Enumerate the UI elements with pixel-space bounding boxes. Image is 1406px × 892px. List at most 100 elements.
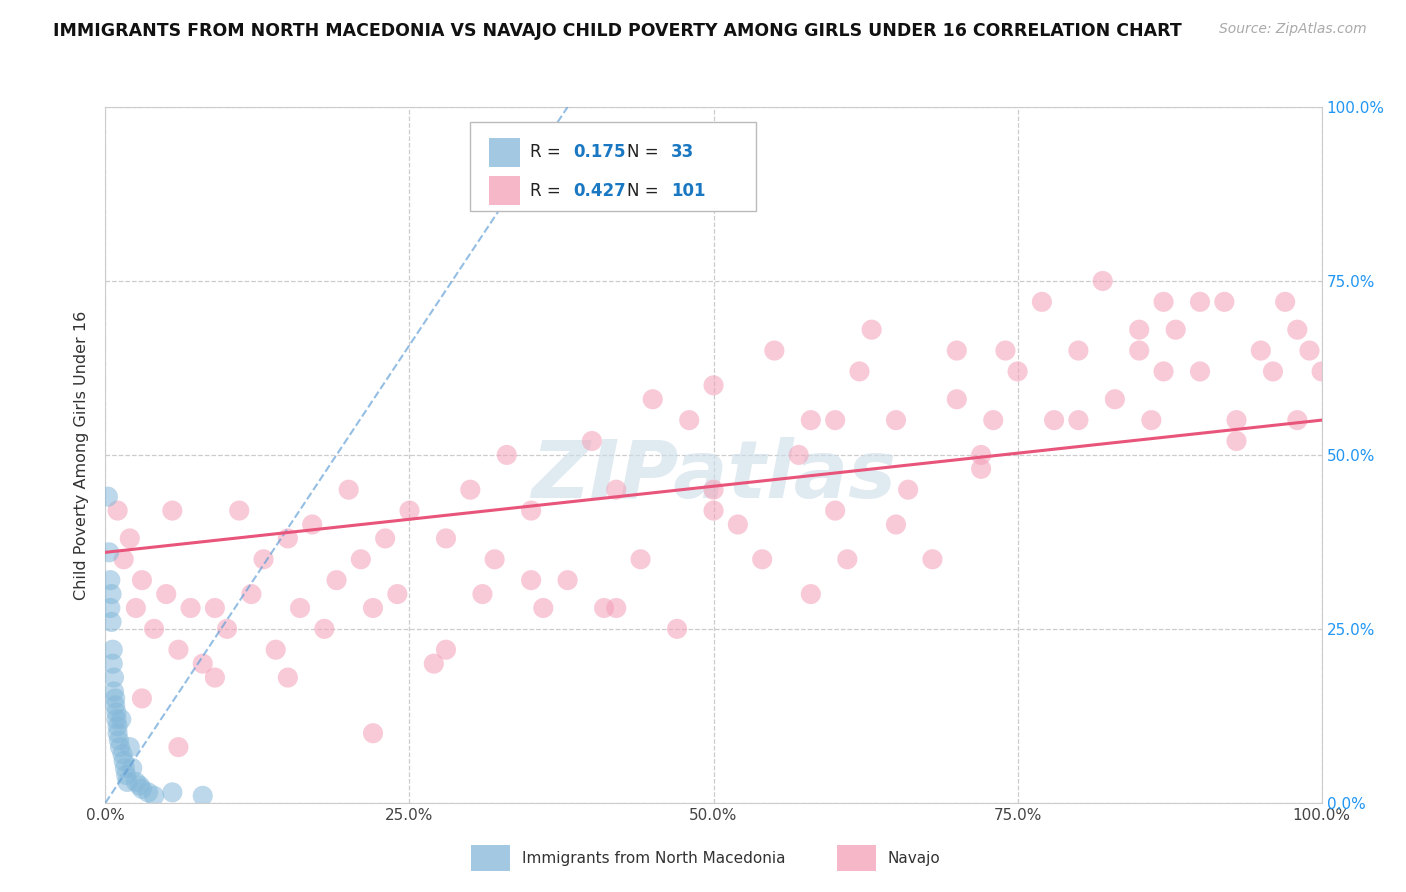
Point [252,552,274,566]
Point [155,587,177,601]
Point [434,642,457,657]
Point [108,740,131,755]
Point [824,503,846,517]
Point [837,552,859,566]
Point [1153,294,1175,309]
Point [884,413,907,427]
Point [118,532,141,546]
Point [191,789,214,803]
FancyBboxPatch shape [470,122,756,211]
Point [702,378,725,392]
Point [471,587,494,601]
Point [100,587,122,601]
Point [101,657,124,671]
Text: 101: 101 [671,182,706,200]
Point [191,657,214,671]
Point [1104,392,1126,407]
Point [118,740,141,755]
Point [107,726,129,740]
Point [593,601,616,615]
Point [581,434,603,448]
Text: R =: R = [530,182,565,200]
Point [495,448,517,462]
Point [288,601,311,615]
Point [1286,413,1309,427]
Text: Navajo: Navajo [887,851,941,865]
Point [1031,294,1053,309]
Point [423,657,446,671]
Point [1128,323,1150,337]
Point [180,601,202,615]
Point [100,615,122,629]
Point [398,503,420,517]
Point [204,601,226,615]
Point [630,552,652,566]
Point [605,483,627,497]
Point [1261,364,1284,378]
Point [125,601,148,615]
Point [143,789,166,803]
Bar [488,176,520,205]
Point [458,483,481,497]
Point [98,573,121,587]
Text: 0.427: 0.427 [574,182,627,200]
Point [981,413,1004,427]
Point [325,573,347,587]
Point [361,601,384,615]
Point [131,781,153,796]
Point [301,517,323,532]
Point [228,503,250,517]
Point [136,785,159,799]
Point [1225,434,1247,448]
Point [103,684,125,698]
Bar [488,137,520,167]
Point [167,740,190,755]
Point [114,761,136,775]
Point [1007,364,1029,378]
Point [1310,364,1333,378]
Point [111,747,134,761]
Point [98,545,121,559]
Point [104,691,127,706]
Point [1213,294,1236,309]
Point [350,552,373,566]
Point [204,671,226,685]
Point [110,712,132,726]
Point [1164,323,1187,337]
Point [125,775,148,789]
Point [162,785,184,799]
Point [727,517,749,532]
Point [361,726,384,740]
Point [970,448,993,462]
Point [787,448,810,462]
Point [1250,343,1272,358]
Point [945,392,967,407]
Point [103,671,125,685]
Point [1189,364,1212,378]
Point [108,733,131,747]
Point [702,483,725,497]
Point [484,552,506,566]
Point [374,532,396,546]
Point [1153,364,1175,378]
Point [314,622,336,636]
Point [824,413,846,427]
Point [531,601,554,615]
Point [337,483,360,497]
Point [107,503,129,517]
Point [1225,413,1247,427]
Text: 33: 33 [671,144,695,161]
Point [751,552,773,566]
Point [884,517,907,532]
Point [1189,294,1212,309]
Point [121,761,143,775]
Text: N =: N = [627,144,664,161]
Point [1067,343,1090,358]
Point [387,587,409,601]
Text: IMMIGRANTS FROM NORTH MACEDONIA VS NAVAJO CHILD POVERTY AMONG GIRLS UNDER 16 COR: IMMIGRANTS FROM NORTH MACEDONIA VS NAVAJ… [53,22,1182,40]
Point [678,413,700,427]
Point [115,768,138,782]
Point [1067,413,1090,427]
Point [520,503,543,517]
Point [702,503,725,517]
